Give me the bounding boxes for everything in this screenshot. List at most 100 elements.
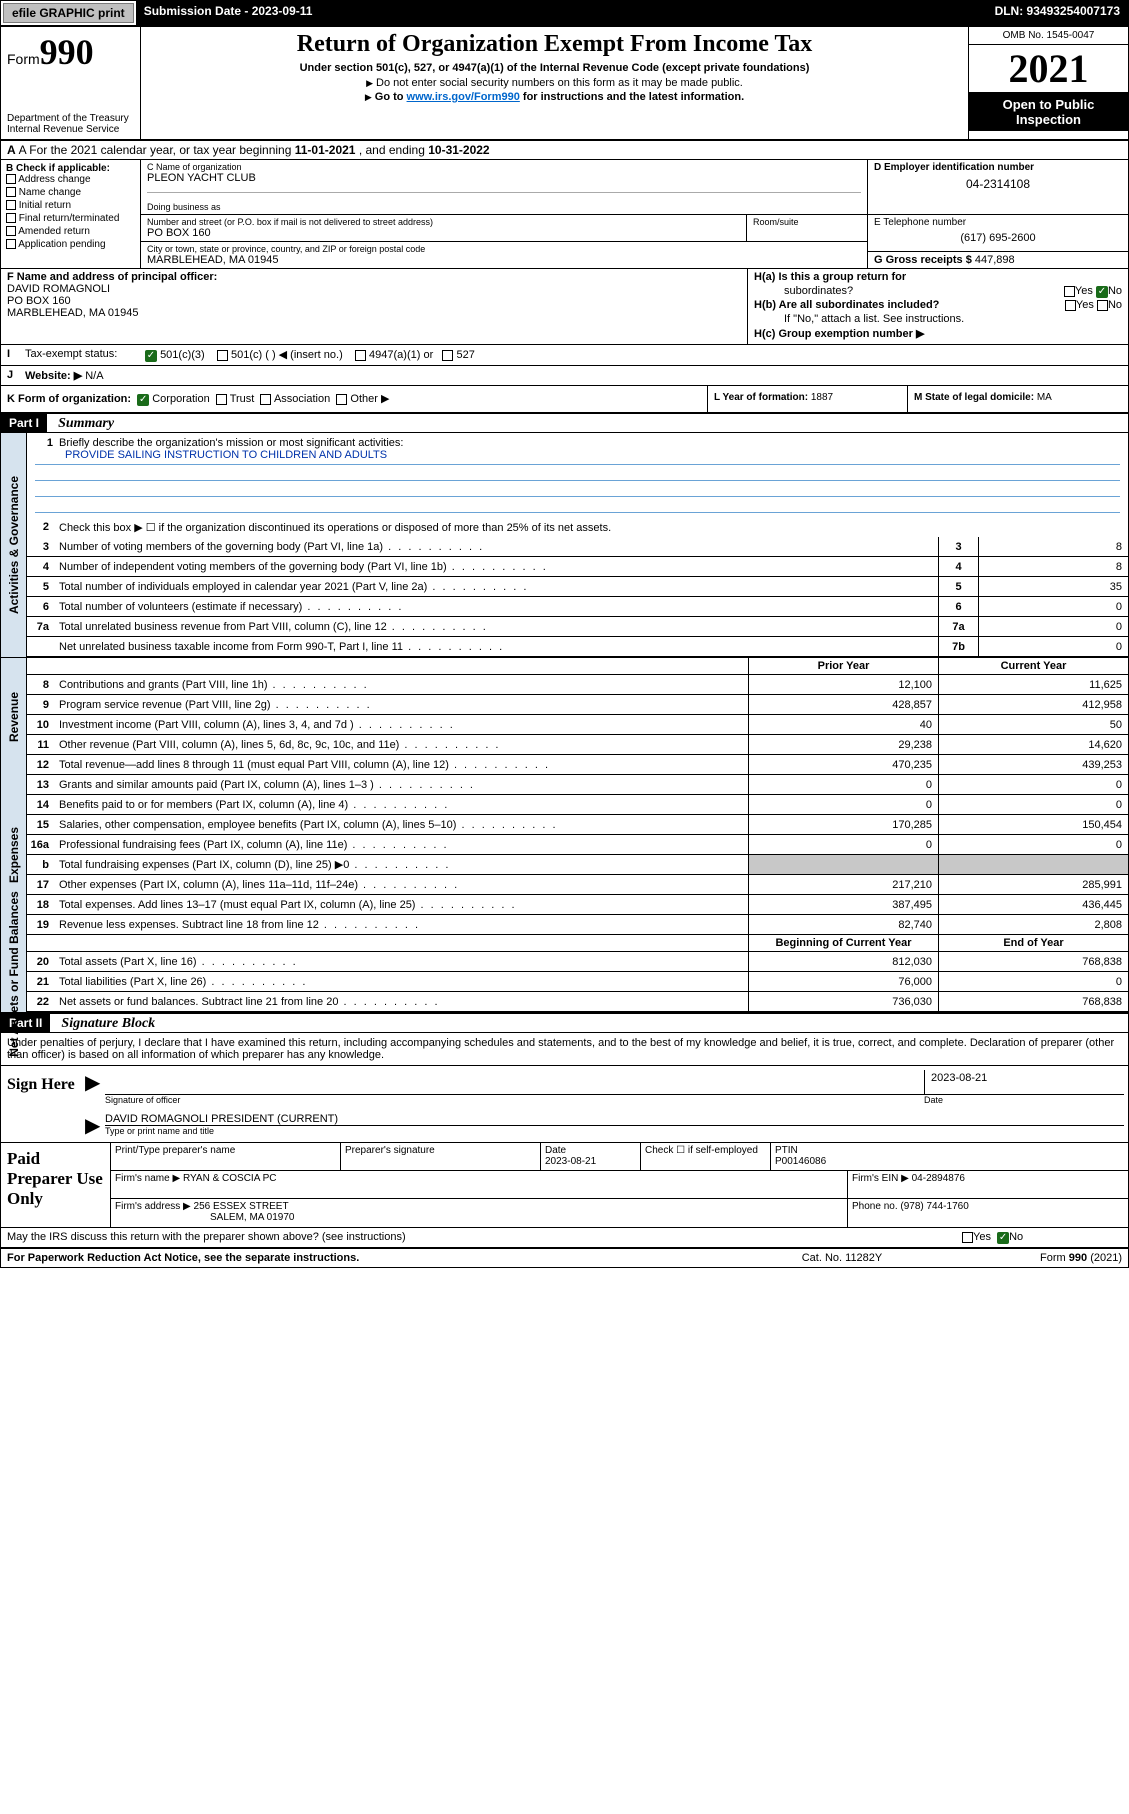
line-a-tax-year: A A For the 2021 calendar year, or tax y… [1,141,1128,160]
group-return-block: H(a) Is this a group return for subordin… [748,269,1128,344]
footer-form-no: Form 990 (2021) [942,1252,1122,1264]
table-row: 7aTotal unrelated business revenue from … [27,617,1128,637]
cb-initial-return[interactable]: Initial return [6,200,135,211]
cb-final-return[interactable]: Final return/terminated [6,213,135,224]
cb-4947[interactable] [355,350,366,361]
col-b-header: B Check if applicable: [6,163,135,174]
signature-field[interactable] [105,1070,924,1094]
cb-address-change[interactable]: Address change [6,174,135,185]
topbar: efile GRAPHIC print Submission Date - 20… [1,1,1128,27]
officer-addr1: PO BOX 160 [7,295,741,307]
ptin-cell: PTINP00146086 [771,1143,1128,1170]
table-row: 14Benefits paid to or for members (Part … [27,795,1128,815]
table-row: 8Contributions and grants (Part VIII, li… [27,675,1128,695]
line-1-mission: 1Briefly describe the organization's mis… [27,433,1128,517]
table-row: 20Total assets (Part X, line 16)812,0307… [27,952,1128,972]
form-of-org: K Form of organization: ✓ Corporation Tr… [1,386,708,412]
cb-name-change[interactable]: Name change [6,187,135,198]
street-cell: Number and street (or P.O. box if mail i… [141,215,747,241]
telephone-value: (617) 695-2600 [874,228,1122,244]
sign-here-label: Sign Here [1,1066,81,1142]
discuss-no-checkbox[interactable]: ✓ [997,1232,1009,1244]
hb-no-checkbox[interactable] [1097,300,1108,311]
org-name-cell: C Name of organization PLEON YACHT CLUB … [141,160,868,214]
table-row: 3Number of voting members of the governi… [27,537,1128,557]
room-cell: Room/suite [747,215,867,241]
officer-addr2: MARBLEHEAD, MA 01945 [7,307,741,319]
officer-type-name: DAVID ROMAGNOLI PRESIDENT (CURRENT) [105,1113,1124,1126]
street-value: PO BOX 160 [147,227,740,239]
table-row: 9Program service revenue (Part VIII, lin… [27,695,1128,715]
tax-exempt-status-row: I Tax-exempt status: ✓ 501(c)(3) 501(c) … [1,345,1128,366]
table-row: 15Salaries, other compensation, employee… [27,815,1128,835]
topbar-spacer [320,1,986,25]
cb-other[interactable] [336,394,347,405]
paid-preparer-label: Paid Preparer Use Only [1,1143,111,1227]
part-1-header: Part I Summary [1,414,1128,433]
hb-yes-checkbox[interactable] [1065,300,1076,311]
table-row: 11Other revenue (Part VIII, column (A), … [27,735,1128,755]
cb-application-pending[interactable]: Application pending [6,239,135,250]
submission-date: Submission Date - 2023-09-11 [136,1,321,25]
cb-association[interactable] [260,394,271,405]
beg-end-header: Beginning of Current Year End of Year [27,935,1128,952]
header-center: Return of Organization Exempt From Incom… [141,27,968,139]
cb-527[interactable] [442,350,453,361]
part-2-header: Part II Signature Block [1,1014,1128,1033]
irs-label: Internal Revenue Service [7,124,134,135]
table-row: 12Total revenue—add lines 8 through 11 (… [27,755,1128,775]
city-value: MARBLEHEAD, MA 01945 [147,254,861,266]
vert-label-governance: Activities & Governance [1,433,27,657]
form-word: Form [7,51,40,67]
form-header: Form990 Department of the Treasury Inter… [1,27,1128,141]
note-ssn: Do not enter social security numbers on … [147,77,962,89]
tax-year: 2021 [969,45,1128,93]
form-number: 990 [40,32,94,72]
cb-trust[interactable] [216,394,227,405]
ha-no-checkbox[interactable]: ✓ [1096,286,1108,298]
preparer-date-cell: Date2023-08-21 [541,1143,641,1170]
ha-yes-checkbox[interactable] [1064,286,1075,297]
dept-treasury: Department of the Treasury [7,113,134,124]
vert-label-net-assets: Net Assets or Fund Balances [1,935,27,1012]
website-row: J Website: ▶ N/A [1,366,1128,386]
officer-name: DAVID ROMAGNOLI [7,283,741,295]
k-l-m-row: K Form of organization: ✓ Corporation Tr… [1,386,1128,414]
header-left: Form990 Department of the Treasury Inter… [1,27,141,139]
form-990-page: efile GRAPHIC print Submission Date - 20… [0,0,1129,1268]
ein-value: 04-2314108 [874,173,1122,191]
efile-print-button[interactable]: efile GRAPHIC print [3,3,134,23]
firm-phone-cell: Phone no. (978) 744-1760 [848,1199,1128,1227]
table-row: 17Other expenses (Part IX, column (A), l… [27,875,1128,895]
cb-amended[interactable]: Amended return [6,226,135,237]
header-right: OMB No. 1545-0047 2021 Open to Public In… [968,27,1128,139]
gross-receipts-value: 447,898 [975,254,1015,266]
table-row: 16aProfessional fundraising fees (Part I… [27,835,1128,855]
cb-501c[interactable] [217,350,228,361]
footer-left: For Paperwork Reduction Act Notice, see … [7,1252,742,1264]
prior-current-header: Prior Year Current Year [27,658,1128,675]
firm-name-cell: Firm's name ▶ RYAN & COSCIA PC [111,1171,848,1198]
org-name: PLEON YACHT CLUB [147,172,861,184]
irs-link[interactable]: www.irs.gov/Form990 [407,91,520,103]
discuss-yes-checkbox[interactable] [962,1232,973,1243]
mission-text: PROVIDE SAILING INSTRUCTION TO CHILDREN … [35,449,1120,465]
table-row: Net unrelated business taxable income fr… [27,637,1128,657]
cb-corporation[interactable]: ✓ [137,394,149,406]
table-row: 18Total expenses. Add lines 13–17 (must … [27,895,1128,915]
line-2: 2Check this box ▶ ☐ if the organization … [27,517,1128,537]
vert-label-revenue: Revenue [1,658,27,775]
principal-officer: F Name and address of principal officer:… [1,269,748,344]
table-row: 19Revenue less expenses. Subtract line 1… [27,915,1128,935]
table-row: 6Total number of volunteers (estimate if… [27,597,1128,617]
cb-501c3[interactable]: ✓ [145,350,157,362]
form-title: Return of Organization Exempt From Incom… [147,31,962,58]
telephone-cell: E Telephone number (617) 695-2600 [868,215,1128,252]
state-of-domicile: M State of legal domicile: MA [908,386,1128,412]
self-employed-cell[interactable]: Check ☐ if self-employed [641,1143,771,1170]
signature-intro: Under penalties of perjury, I declare th… [1,1033,1128,1066]
ein-cell: D Employer identification number 04-2314… [868,160,1128,214]
form-subtitle: Under section 501(c), 527, or 4947(a)(1)… [147,62,962,74]
table-row: 21Total liabilities (Part X, line 26)76,… [27,972,1128,992]
city-cell: City or town, state or province, country… [141,242,867,268]
